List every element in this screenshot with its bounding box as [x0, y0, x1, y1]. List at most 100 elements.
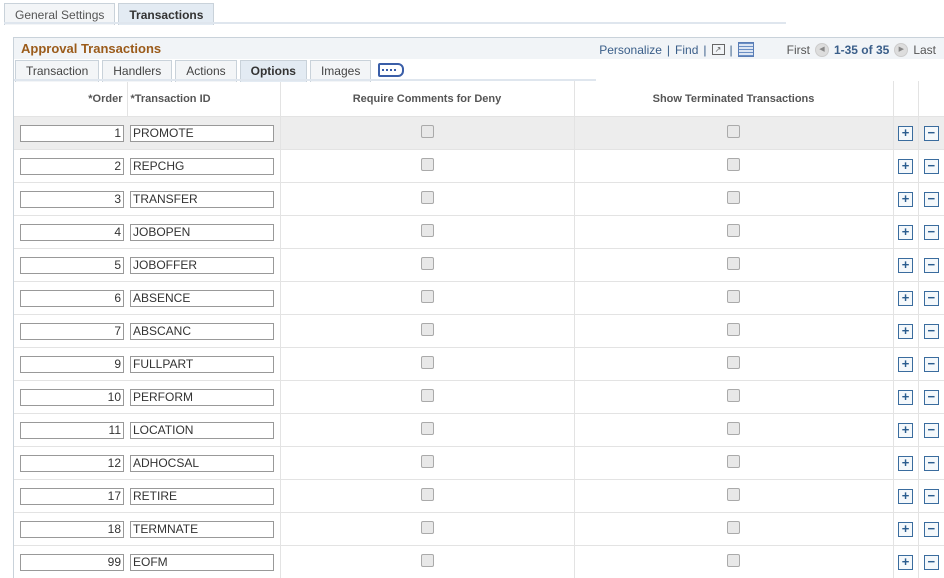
transaction-id-input[interactable] [130, 488, 274, 505]
transaction-id-input[interactable] [130, 323, 274, 340]
delete-row-icon[interactable]: − [924, 555, 939, 570]
table-row: + − [14, 315, 944, 348]
transaction-id-input[interactable] [130, 455, 274, 472]
show-terminated-checkbox[interactable] [727, 323, 740, 336]
row-range: 1-35 of 35 [834, 43, 889, 57]
order-input[interactable] [20, 158, 124, 175]
require-comments-checkbox[interactable] [421, 356, 434, 369]
download-spreadsheet-icon[interactable] [738, 42, 754, 57]
add-row-icon[interactable]: + [898, 225, 913, 240]
add-row-icon[interactable]: + [898, 456, 913, 471]
add-row-icon[interactable]: + [898, 522, 913, 537]
delete-row-icon[interactable]: − [924, 291, 939, 306]
order-input[interactable] [20, 455, 124, 472]
delete-row-icon[interactable]: − [924, 159, 939, 174]
require-comments-checkbox[interactable] [421, 290, 434, 303]
delete-row-icon[interactable]: − [924, 324, 939, 339]
transaction-id-input[interactable] [130, 257, 274, 274]
delete-row-icon[interactable]: − [924, 357, 939, 372]
add-row-icon[interactable]: + [898, 192, 913, 207]
transaction-id-input[interactable] [130, 158, 274, 175]
delete-row-icon[interactable]: − [924, 390, 939, 405]
personalize-link[interactable]: Personalize [599, 43, 662, 57]
order-input[interactable] [20, 290, 124, 307]
require-comments-checkbox[interactable] [421, 422, 434, 435]
transaction-id-input[interactable] [130, 224, 274, 241]
show-terminated-checkbox[interactable] [727, 125, 740, 138]
add-row-icon[interactable]: + [898, 489, 913, 504]
col-transaction-id: *Transaction ID [127, 81, 280, 117]
require-comments-checkbox[interactable] [421, 488, 434, 501]
require-comments-checkbox[interactable] [421, 191, 434, 204]
order-input[interactable] [20, 323, 124, 340]
transaction-id-input[interactable] [130, 290, 274, 307]
transaction-id-input[interactable] [130, 554, 274, 571]
show-terminated-checkbox[interactable] [727, 521, 740, 534]
require-comments-checkbox[interactable] [421, 257, 434, 270]
order-input[interactable] [20, 257, 124, 274]
table-row: + − [14, 249, 944, 282]
show-terminated-checkbox[interactable] [727, 488, 740, 501]
show-terminated-checkbox[interactable] [727, 455, 740, 468]
transaction-id-input[interactable] [130, 191, 274, 208]
add-row-icon[interactable]: + [898, 324, 913, 339]
transaction-id-input[interactable] [130, 389, 274, 406]
require-comments-checkbox[interactable] [421, 125, 434, 138]
delete-row-icon[interactable]: − [924, 423, 939, 438]
order-input[interactable] [20, 554, 124, 571]
show-terminated-checkbox[interactable] [727, 554, 740, 567]
transaction-id-input[interactable] [130, 521, 274, 538]
find-link[interactable]: Find [675, 43, 698, 57]
order-input[interactable] [20, 389, 124, 406]
show-terminated-checkbox[interactable] [727, 158, 740, 171]
order-input[interactable] [20, 521, 124, 538]
require-comments-checkbox[interactable] [421, 455, 434, 468]
add-row-icon[interactable]: + [898, 423, 913, 438]
add-row-icon[interactable]: + [898, 357, 913, 372]
show-terminated-checkbox[interactable] [727, 290, 740, 303]
order-input[interactable] [20, 356, 124, 373]
delete-row-icon[interactable]: − [924, 456, 939, 471]
transaction-id-input[interactable] [130, 422, 274, 439]
order-input[interactable] [20, 488, 124, 505]
show-terminated-checkbox[interactable] [727, 356, 740, 369]
require-comments-checkbox[interactable] [421, 521, 434, 534]
require-comments-checkbox[interactable] [421, 323, 434, 336]
show-all-columns-icon[interactable] [378, 63, 404, 77]
add-row-icon[interactable]: + [898, 291, 913, 306]
first-link[interactable]: First [787, 43, 810, 57]
delete-row-icon[interactable]: − [924, 126, 939, 141]
show-terminated-checkbox[interactable] [727, 191, 740, 204]
transaction-id-input[interactable] [130, 125, 274, 142]
new-window-icon[interactable]: ↗ [712, 44, 725, 55]
require-comments-checkbox[interactable] [421, 158, 434, 171]
table-row: + − [14, 117, 944, 150]
add-row-icon[interactable]: + [898, 390, 913, 405]
add-row-icon[interactable]: + [898, 126, 913, 141]
order-input[interactable] [20, 125, 124, 142]
add-row-icon[interactable]: + [898, 555, 913, 570]
table-row: + − [14, 381, 944, 414]
require-comments-checkbox[interactable] [421, 554, 434, 567]
table-row: + − [14, 447, 944, 480]
delete-row-icon[interactable]: − [924, 522, 939, 537]
previous-icon[interactable]: ◀ [815, 43, 829, 57]
require-comments-checkbox[interactable] [421, 224, 434, 237]
add-row-icon[interactable]: + [898, 258, 913, 273]
show-terminated-checkbox[interactable] [727, 224, 740, 237]
next-icon[interactable]: ▶ [894, 43, 908, 57]
add-row-icon[interactable]: + [898, 159, 913, 174]
show-terminated-checkbox[interactable] [727, 389, 740, 402]
delete-row-icon[interactable]: − [924, 192, 939, 207]
order-input[interactable] [20, 191, 124, 208]
delete-row-icon[interactable]: − [924, 258, 939, 273]
last-link[interactable]: Last [913, 43, 936, 57]
require-comments-checkbox[interactable] [421, 389, 434, 402]
show-terminated-checkbox[interactable] [727, 422, 740, 435]
delete-row-icon[interactable]: − [924, 225, 939, 240]
transaction-id-input[interactable] [130, 356, 274, 373]
delete-row-icon[interactable]: − [924, 489, 939, 504]
order-input[interactable] [20, 224, 124, 241]
order-input[interactable] [20, 422, 124, 439]
show-terminated-checkbox[interactable] [727, 257, 740, 270]
